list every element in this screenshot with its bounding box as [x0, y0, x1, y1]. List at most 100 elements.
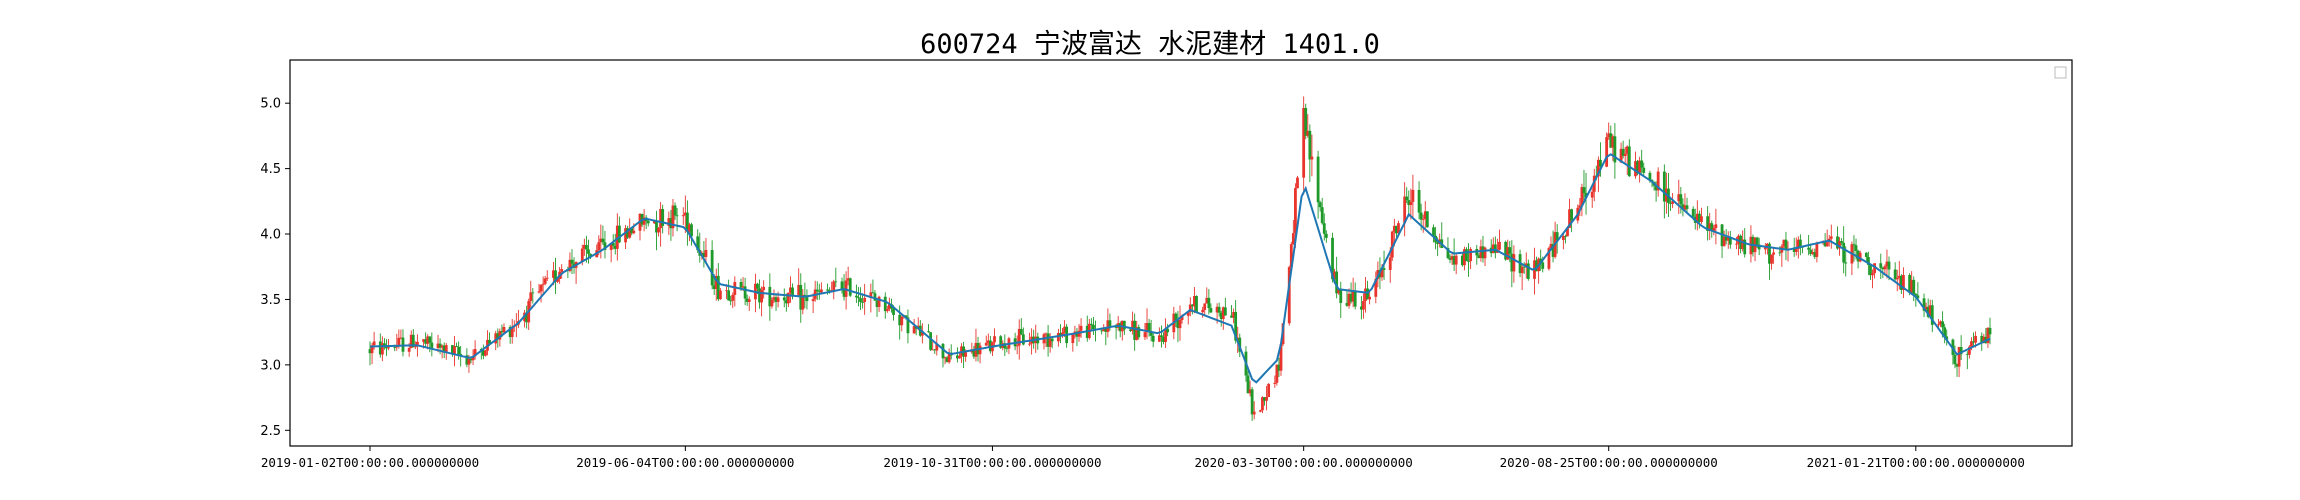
candle-body — [1959, 347, 1963, 355]
candle-body — [1695, 213, 1699, 223]
candle-body — [760, 290, 764, 303]
candle-body — [1157, 335, 1161, 342]
candle-body — [1580, 187, 1584, 206]
candle-body — [1871, 273, 1874, 276]
candle-body — [675, 215, 679, 217]
candle-body — [426, 336, 430, 344]
candle-body — [1316, 156, 1320, 203]
candle-body — [508, 326, 512, 338]
candle-body — [892, 308, 895, 315]
candle-body — [1829, 236, 1833, 239]
candle-body — [776, 297, 780, 302]
candle-body — [599, 238, 603, 243]
candle-body — [686, 212, 689, 232]
candle-body — [430, 342, 434, 348]
candle-body — [947, 352, 951, 363]
candle-body — [1710, 223, 1714, 232]
candle-body — [642, 217, 646, 225]
candle-body — [1842, 242, 1846, 263]
candle-body — [1205, 297, 1209, 304]
candle-body — [859, 298, 862, 302]
candle-body — [1582, 187, 1586, 194]
candle-body — [1304, 107, 1308, 136]
candle-body — [1114, 326, 1118, 328]
candle-body — [727, 290, 731, 301]
candle-body — [1712, 227, 1716, 232]
candle-body — [1566, 227, 1569, 237]
candle-body — [1467, 261, 1470, 262]
candle-body — [1609, 133, 1613, 148]
candle-body — [1017, 328, 1021, 346]
candle-body — [801, 294, 805, 310]
candle-body — [920, 331, 924, 336]
candle-body — [1322, 223, 1326, 234]
candle-body — [1248, 389, 1252, 394]
candle-body — [935, 343, 939, 351]
candle-body — [646, 220, 650, 224]
y-tick-label: 2.5 — [260, 424, 281, 439]
candle-body — [1258, 410, 1262, 412]
candle-body — [1535, 260, 1538, 272]
candle-body — [1796, 239, 1800, 249]
candle-body — [1681, 204, 1685, 210]
candle-body — [1366, 288, 1369, 300]
candle-body — [964, 352, 968, 357]
candle-body — [1885, 261, 1889, 267]
candle-body — [1450, 256, 1454, 260]
candle-body — [1046, 333, 1050, 347]
candle-body — [1345, 302, 1349, 306]
candle-body — [741, 286, 745, 288]
candle-body — [834, 281, 838, 283]
candle-body — [1056, 333, 1060, 342]
candle-body — [1852, 244, 1856, 246]
candle-body — [1005, 348, 1009, 350]
candle-body — [1910, 279, 1914, 293]
candle-body — [1479, 246, 1483, 259]
candle-body — [1706, 216, 1710, 231]
candle-body — [407, 347, 411, 352]
candle-body — [451, 345, 454, 354]
candle-body — [1265, 397, 1268, 401]
candle-body — [1980, 335, 1984, 344]
candle-body — [1879, 263, 1883, 268]
candle-body — [702, 252, 706, 257]
candle-body — [556, 279, 559, 282]
candle-body — [1642, 167, 1646, 173]
candle-body — [716, 275, 720, 300]
candle-body — [1308, 130, 1312, 160]
candle-body — [1219, 312, 1223, 319]
candle-body — [718, 290, 722, 300]
candle-body — [1106, 320, 1110, 332]
candle-body — [1568, 209, 1571, 228]
candle-body — [1135, 327, 1139, 340]
candle-body — [1405, 196, 1409, 201]
candle-body — [1957, 347, 1961, 367]
candle-body — [1498, 241, 1501, 250]
candle-body — [440, 345, 444, 348]
candle-body — [1811, 252, 1815, 254]
candle-body — [1279, 344, 1283, 371]
candle-body — [842, 289, 846, 297]
candle-body — [1899, 275, 1903, 290]
candle-body — [1273, 382, 1277, 384]
candle-body — [1021, 334, 1025, 345]
candle-body — [1077, 330, 1081, 337]
candle-body — [688, 224, 691, 232]
candle-body — [545, 277, 549, 279]
candle-body — [1526, 263, 1530, 279]
candle-body — [1252, 411, 1256, 415]
candle-body — [945, 357, 949, 363]
x-tick-label: 2021-01-21T00:00:00.000000000 — [1807, 455, 2025, 470]
candle-body — [929, 332, 933, 350]
candle-body — [1691, 208, 1695, 217]
candle-body — [1190, 304, 1194, 307]
candle-body — [1945, 336, 1949, 340]
candle-body — [768, 286, 772, 307]
candle-body — [1965, 354, 1969, 356]
candle-body — [1353, 291, 1357, 307]
candle-body — [1118, 323, 1122, 332]
candle-body — [1392, 225, 1396, 232]
candle-body — [1460, 255, 1464, 266]
candle-body — [883, 296, 887, 312]
candle-body — [1970, 341, 1973, 347]
